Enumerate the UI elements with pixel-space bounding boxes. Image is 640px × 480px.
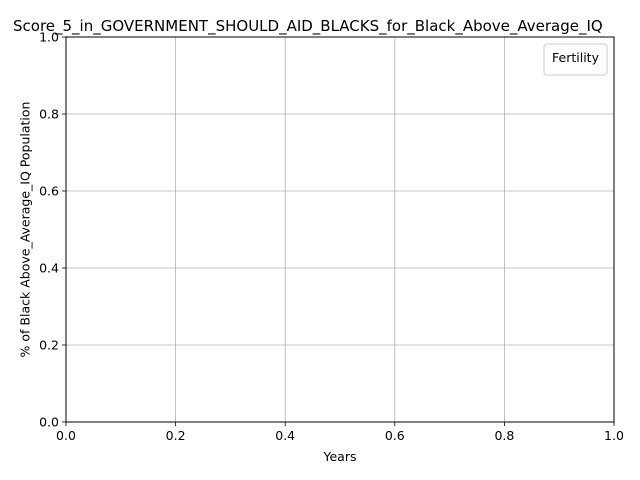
plot-frame: [65, 36, 615, 423]
x-tick-label: 0.0: [56, 428, 76, 443]
legend-box: [543, 43, 608, 76]
legend-title: Fertility: [552, 50, 600, 65]
y-tick-label: 0.4: [39, 261, 59, 276]
y-tick-label: 0.6: [39, 184, 59, 199]
y-tick-label: 0.0: [39, 415, 59, 430]
x-tick-label: 1.0: [604, 428, 624, 443]
x-axis-title: Years: [323, 449, 357, 464]
x-tick-label: 0.6: [385, 428, 405, 443]
x-tick-label: 0.2: [166, 428, 186, 443]
y-axis: 0.0 0.2 0.4 0.6 0.8 1.0: [39, 30, 66, 430]
y-tick-label: 1.0: [39, 30, 59, 45]
grid-lines: [65, 36, 615, 423]
y-axis-title: % of Black Above_Average_IQ Population: [17, 102, 32, 358]
legend: Fertility: [543, 43, 608, 76]
y-tick-label: 0.2: [39, 338, 59, 353]
y-tick-label: 0.8: [39, 107, 59, 122]
x-tick-label: 0.8: [494, 428, 514, 443]
chart-title: Score_5_in_GOVERNMENT_SHOULD_AID_BLACKS_…: [13, 17, 603, 36]
x-axis: 0.0 0.2 0.4 0.6 0.8 1.0: [56, 422, 624, 443]
x-tick-label: 0.4: [275, 428, 295, 443]
